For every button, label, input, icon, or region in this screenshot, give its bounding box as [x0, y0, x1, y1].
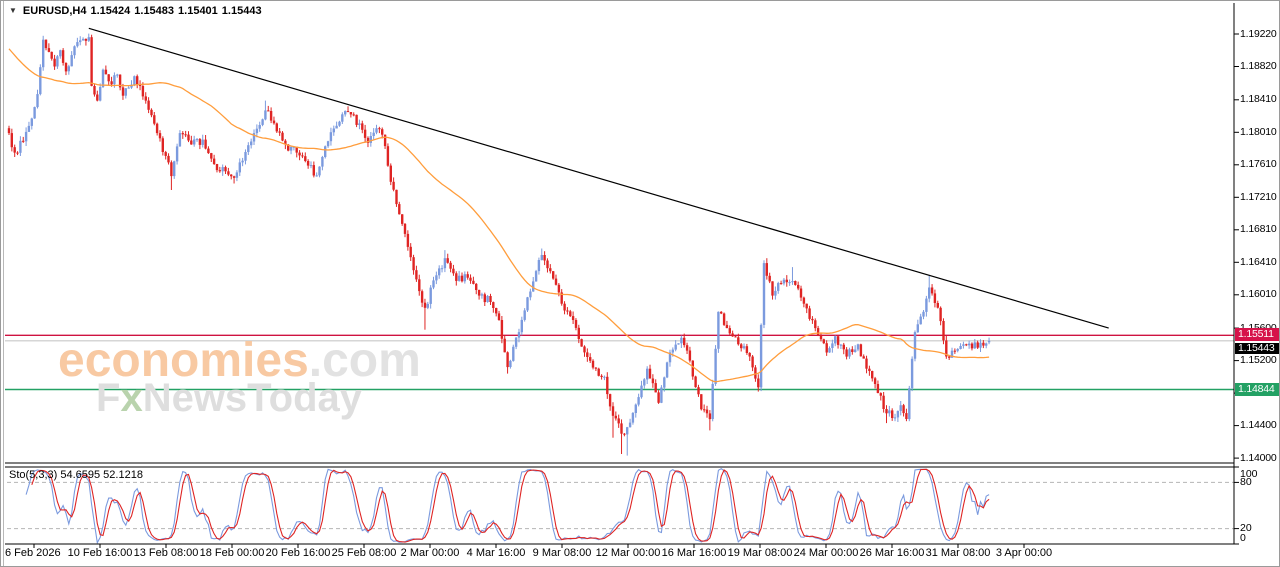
ohlc-open: 1.15424 [90, 5, 131, 17]
price-tick-label: 1.14000 [1240, 451, 1277, 464]
svg-text:economies.com: economies.com [58, 334, 421, 387]
time-tick-label: 26 Mar 16:00 [859, 547, 925, 559]
symbol-period-label: EURUSD,H4 [22, 5, 87, 17]
price-tick-label: 1.16410 [1240, 255, 1277, 268]
time-tick-label: 31 Mar 08:00 [925, 547, 991, 559]
descending-trendline[interactable] [88, 27, 1109, 329]
price-tick-label: 1.16010 [1240, 288, 1277, 301]
stoch-scale-100: 100 [1240, 468, 1258, 480]
ohlc-low: 1.15401 [178, 5, 218, 17]
price-tick-label: 1.18410 [1240, 93, 1277, 106]
price-tick-label: 1.18820 [1240, 59, 1277, 72]
window-left-edge [3, 1, 4, 566]
price-tick-label: 1.19220 [1240, 27, 1277, 40]
price-tick-label: 1.16810 [1240, 223, 1277, 236]
collapse-objects-icon[interactable]: ▼ [9, 6, 17, 15]
time-tick-label: 18 Feb 00:00 [199, 547, 265, 559]
current-price-label: 1.15443 [1235, 343, 1279, 354]
time-tick-label: 6 Feb 2026 [5, 547, 61, 559]
stoch-scale-80: 80 [1240, 476, 1252, 488]
time-tick-label: 20 Feb 16:00 [265, 547, 331, 559]
stochastic-label: Sto(5,3,3) 54.6595 52.1218 [9, 469, 143, 481]
price-tick-label: 1.15200 [1240, 354, 1277, 367]
time-tick-label: 19 Mar 08:00 [727, 547, 793, 559]
time-tick-label: 24 Mar 00:00 [793, 547, 859, 559]
stoch-scale-20: 20 [1240, 522, 1252, 534]
support-price-label: 1.14844 [1235, 382, 1279, 396]
ohlc-header: ▼ EURUSD,H4 1.15424 1.15483 1.15401 1.15443 [9, 5, 266, 17]
time-tick-label: 25 Feb 08:00 [331, 547, 397, 559]
stoch-k-line [25, 468, 990, 545]
stoch-scale-0: 0 [1240, 532, 1246, 544]
moving-average-line[interactable] [8, 48, 990, 383]
time-tick-label: 9 Mar 08:00 [532, 547, 592, 559]
stochastic-pane[interactable] [7, 468, 1234, 545]
time-tick-label: 13 Feb 08:00 [133, 547, 199, 559]
time-tick-label: 16 Mar 16:00 [661, 547, 727, 559]
price-tick-label: 1.18010 [1240, 125, 1277, 138]
resistance-price-label: 1.15511 [1235, 328, 1279, 342]
ohlc-high: 1.15483 [134, 5, 175, 17]
time-tick-label: 10 Feb 16:00 [67, 547, 133, 559]
time-tick-label: 3 Apr 00:00 [995, 547, 1053, 559]
time-tick-label: 2 Mar 00:00 [400, 547, 460, 559]
chart-frame [5, 3, 1239, 548]
time-tick-label: 4 Mar 16:00 [466, 547, 526, 559]
time-tick-label: 12 Mar 00:00 [595, 547, 661, 559]
svg-text:FxNewsToday: FxNewsToday [96, 376, 363, 420]
price-tick-label: 1.17610 [1240, 158, 1277, 171]
price-tick-label: 1.17210 [1240, 190, 1277, 203]
horizontal-lines [5, 334, 1234, 391]
ohlc-close: 1.15443 [221, 5, 262, 17]
price-tick-label: 1.14400 [1240, 419, 1277, 432]
stoch-d-line [31, 468, 990, 543]
